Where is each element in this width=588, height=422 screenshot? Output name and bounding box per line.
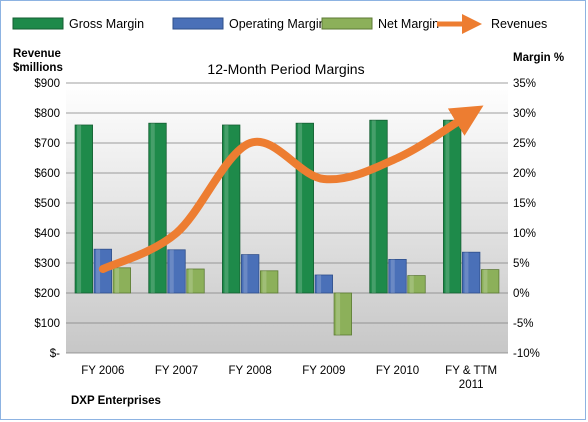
bar-highlight — [317, 275, 322, 293]
bar-highlight — [243, 254, 248, 293]
bar-operating-margin — [388, 258, 407, 294]
category-label: FY 2010 — [376, 365, 419, 377]
right-tick-label: 10% — [513, 228, 536, 240]
bar-highlight — [115, 267, 120, 293]
bar-net-margin — [186, 268, 205, 294]
right-tick-label: 25% — [513, 138, 536, 150]
right-tick-label: 15% — [513, 198, 536, 210]
legend: Gross Margin Operating Margin Net Margin… — [12, 14, 547, 34]
bar-net-margin — [260, 270, 279, 294]
right-tick-label: -5% — [513, 318, 533, 330]
bar-operating-margin — [314, 274, 333, 294]
right-tick-label: -10% — [513, 348, 540, 360]
bar-highlight — [77, 125, 82, 293]
left-tick-label: $400 — [34, 228, 60, 240]
grid — [66, 82, 508, 354]
bar-net-margin — [407, 275, 426, 294]
right-tick-label: 0% — [513, 288, 530, 300]
legend-label: Revenues — [491, 17, 547, 31]
bar-operating-margin — [241, 254, 260, 294]
right-tick-label: 5% — [513, 258, 530, 270]
bar-highlight — [336, 293, 341, 335]
left-tick-label: $600 — [34, 168, 60, 180]
bars — [74, 119, 500, 336]
legend-label: Gross Margin — [69, 17, 144, 31]
right-tick-label: 35% — [513, 78, 536, 90]
bar-highlight — [464, 252, 469, 293]
right-tick-label: 30% — [513, 108, 536, 120]
bar-highlight — [483, 269, 488, 293]
left-tick-label: $800 — [34, 108, 60, 120]
legend-item-revenues: Revenues — [437, 14, 547, 34]
left-tick-label: $900 — [34, 78, 60, 90]
left-tick-label: $500 — [34, 198, 60, 210]
legend-swatch — [12, 17, 64, 30]
bar-gross-margin — [74, 124, 93, 294]
right-tick-label: 20% — [513, 168, 536, 180]
bar-net-margin — [112, 267, 131, 294]
plot-area — [66, 83, 508, 353]
bar-operating-margin — [167, 249, 186, 294]
legend-swatch — [321, 17, 373, 30]
chart-title: 12-Month Period Margins — [207, 61, 364, 77]
bar-highlight — [96, 249, 101, 293]
bar-net-margin — [481, 269, 500, 294]
category-label: FY & TTM — [445, 365, 497, 377]
bar-highlight — [224, 125, 229, 293]
bar-highlight — [409, 275, 414, 293]
right-axis-title: Margin % — [513, 52, 564, 64]
bar-highlight — [262, 270, 267, 293]
legend-swatch — [172, 17, 224, 30]
bar-highlight — [298, 123, 303, 293]
bar-highlight — [371, 120, 376, 293]
legend-label: Operating Margin — [229, 17, 326, 31]
bar-highlight — [390, 259, 395, 293]
company-name: DXP Enterprises — [71, 395, 161, 407]
bar-operating-margin — [462, 251, 481, 294]
category-label: FY 2009 — [302, 365, 345, 377]
bar-highlight — [169, 249, 174, 293]
legend-item-net-margin: Net Margin — [321, 17, 439, 31]
left-tick-label: $300 — [34, 258, 60, 270]
revenue-line — [98, 105, 484, 273]
left-tick-label: $100 — [34, 318, 60, 330]
bar-highlight — [150, 123, 155, 293]
revenue-line-layer — [98, 105, 484, 273]
bar-highlight — [188, 269, 193, 293]
category-label: FY 2006 — [81, 365, 124, 377]
legend-label: Net Margin — [378, 17, 439, 31]
category-label: FY 2007 — [155, 365, 198, 377]
bar-highlight — [445, 120, 450, 293]
left-tick-label: $- — [50, 348, 60, 360]
legend-item-gross-margin: Gross Margin — [12, 17, 144, 31]
left-axis-title-line2: $millions — [13, 62, 63, 74]
tick-labels: $- $100 $200 $300 $400 $500 $600 $700 $800 $900 -1… — [34, 78, 539, 391]
left-tick-label: $700 — [34, 138, 60, 150]
legend-item-operating-margin: Operating Margin — [172, 17, 326, 31]
category-label: FY 2008 — [229, 365, 272, 377]
bar-net-margin — [333, 292, 352, 336]
left-axis-title-line1: Revenue — [13, 48, 61, 60]
category-label: 2011 — [459, 379, 484, 391]
left-tick-label: $200 — [34, 288, 60, 300]
